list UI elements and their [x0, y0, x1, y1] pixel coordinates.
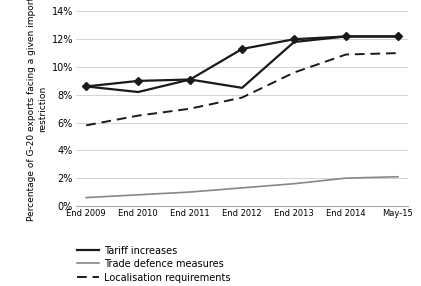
- Localisation requirements: [395, 51, 400, 55]
- Trade defence measures: [395, 175, 400, 178]
- Localisation requirements: [84, 124, 89, 127]
- Line: Localisation requirements: Localisation requirements: [86, 53, 398, 125]
- Tariff increases: [240, 86, 245, 90]
- Localisation requirements: [136, 114, 141, 117]
- "Buy National" public procurement: [240, 47, 245, 51]
- "Buy National" public procurement: [84, 85, 89, 88]
- Line: Tariff increases: Tariff increases: [86, 36, 398, 92]
- Localisation requirements: [291, 71, 296, 74]
- Trade defence measures: [240, 186, 245, 190]
- Line: Trade defence measures: Trade defence measures: [86, 177, 398, 198]
- Trade defence measures: [136, 193, 141, 196]
- Localisation requirements: [344, 53, 349, 56]
- Trade defence measures: [344, 176, 349, 180]
- "Buy National" public procurement: [291, 37, 296, 41]
- Y-axis label: Percentage of G-20 exports facing a given import
restriction: Percentage of G-20 exports facing a give…: [27, 0, 47, 221]
- Trade defence measures: [84, 196, 89, 199]
- "Buy National" public procurement: [344, 35, 349, 38]
- Localisation requirements: [188, 107, 193, 110]
- Trade defence measures: [291, 182, 296, 185]
- Legend: Tariff increases, Trade defence measures, Localisation requirements, "Buy Nation: Tariff increases, Trade defence measures…: [77, 246, 274, 286]
- Tariff increases: [84, 85, 89, 88]
- "Buy National" public procurement: [188, 78, 193, 81]
- Tariff increases: [291, 40, 296, 44]
- Tariff increases: [188, 78, 193, 81]
- "Buy National" public procurement: [136, 79, 141, 83]
- Line: "Buy National" public procurement: "Buy National" public procurement: [83, 34, 401, 89]
- Tariff increases: [344, 35, 349, 38]
- Localisation requirements: [240, 96, 245, 99]
- Trade defence measures: [188, 190, 193, 194]
- Tariff increases: [136, 90, 141, 94]
- Tariff increases: [395, 35, 400, 38]
- "Buy National" public procurement: [395, 35, 400, 38]
